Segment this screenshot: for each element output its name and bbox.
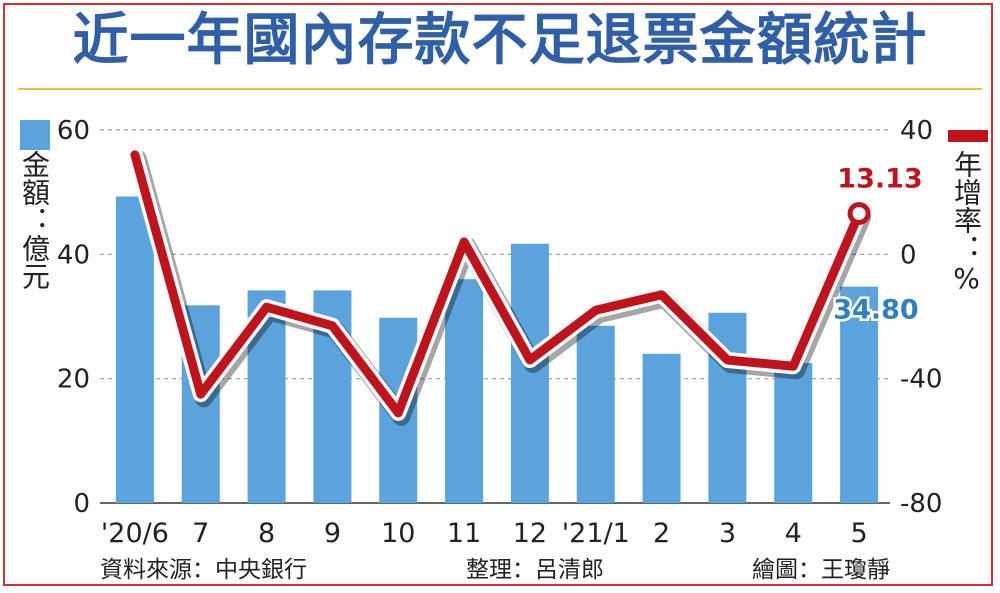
- illustrator-note: 繪圖：王瓊靜: [752, 557, 890, 583]
- chart-title: 近一年國內存款不足退票金額統計: [72, 8, 928, 73]
- growth-data-label: 13.13: [837, 164, 922, 195]
- right-tick-label: 0: [900, 240, 917, 270]
- left-tick-label: 60: [57, 116, 90, 146]
- bar: [576, 325, 615, 503]
- x-tick-label: 4: [785, 518, 802, 549]
- source-note: 資料來源：中央銀行: [100, 557, 307, 583]
- x-tick-label: 9: [324, 518, 341, 549]
- bar: [774, 363, 813, 503]
- x-tick-label: 5: [850, 518, 867, 549]
- x-tick-label: 3: [719, 518, 736, 549]
- line-legend-swatch: [948, 130, 988, 142]
- compiler-note: 整理：呂清郎: [466, 557, 604, 583]
- amount-data-label: 34.80: [833, 295, 918, 326]
- x-tick-label: 7: [192, 518, 209, 549]
- right-axis-label: 年增率：%: [950, 150, 983, 295]
- x-tick-label: 8: [258, 518, 275, 549]
- x-tick-label: 12: [513, 518, 547, 549]
- left-tick-label: 20: [57, 365, 90, 395]
- left-tick-label: 0: [73, 489, 90, 519]
- right-tick-label: -40: [900, 365, 942, 395]
- left-tick-label: 40: [57, 240, 90, 270]
- x-tick-label: 11: [447, 518, 481, 549]
- x-tick-label: '21/1: [562, 518, 630, 549]
- bar: [445, 279, 484, 503]
- chart-frame: [3, 3, 993, 586]
- bar: [115, 196, 154, 504]
- growth-line: [130, 150, 864, 418]
- bar: [840, 286, 879, 503]
- x-tick-label: 10: [381, 518, 415, 549]
- right-tick-label: 40: [900, 116, 933, 146]
- title-divider: [18, 88, 982, 90]
- right-tick-label: -80: [900, 489, 942, 519]
- line-end-marker: [847, 202, 871, 226]
- bar-legend-swatch: [20, 120, 50, 150]
- x-tick-label: '20/6: [101, 518, 169, 549]
- left-axis-label: 金額：億元: [18, 150, 51, 290]
- bar: [642, 353, 681, 503]
- bar: [510, 243, 549, 503]
- x-tick-label: 2: [653, 518, 670, 549]
